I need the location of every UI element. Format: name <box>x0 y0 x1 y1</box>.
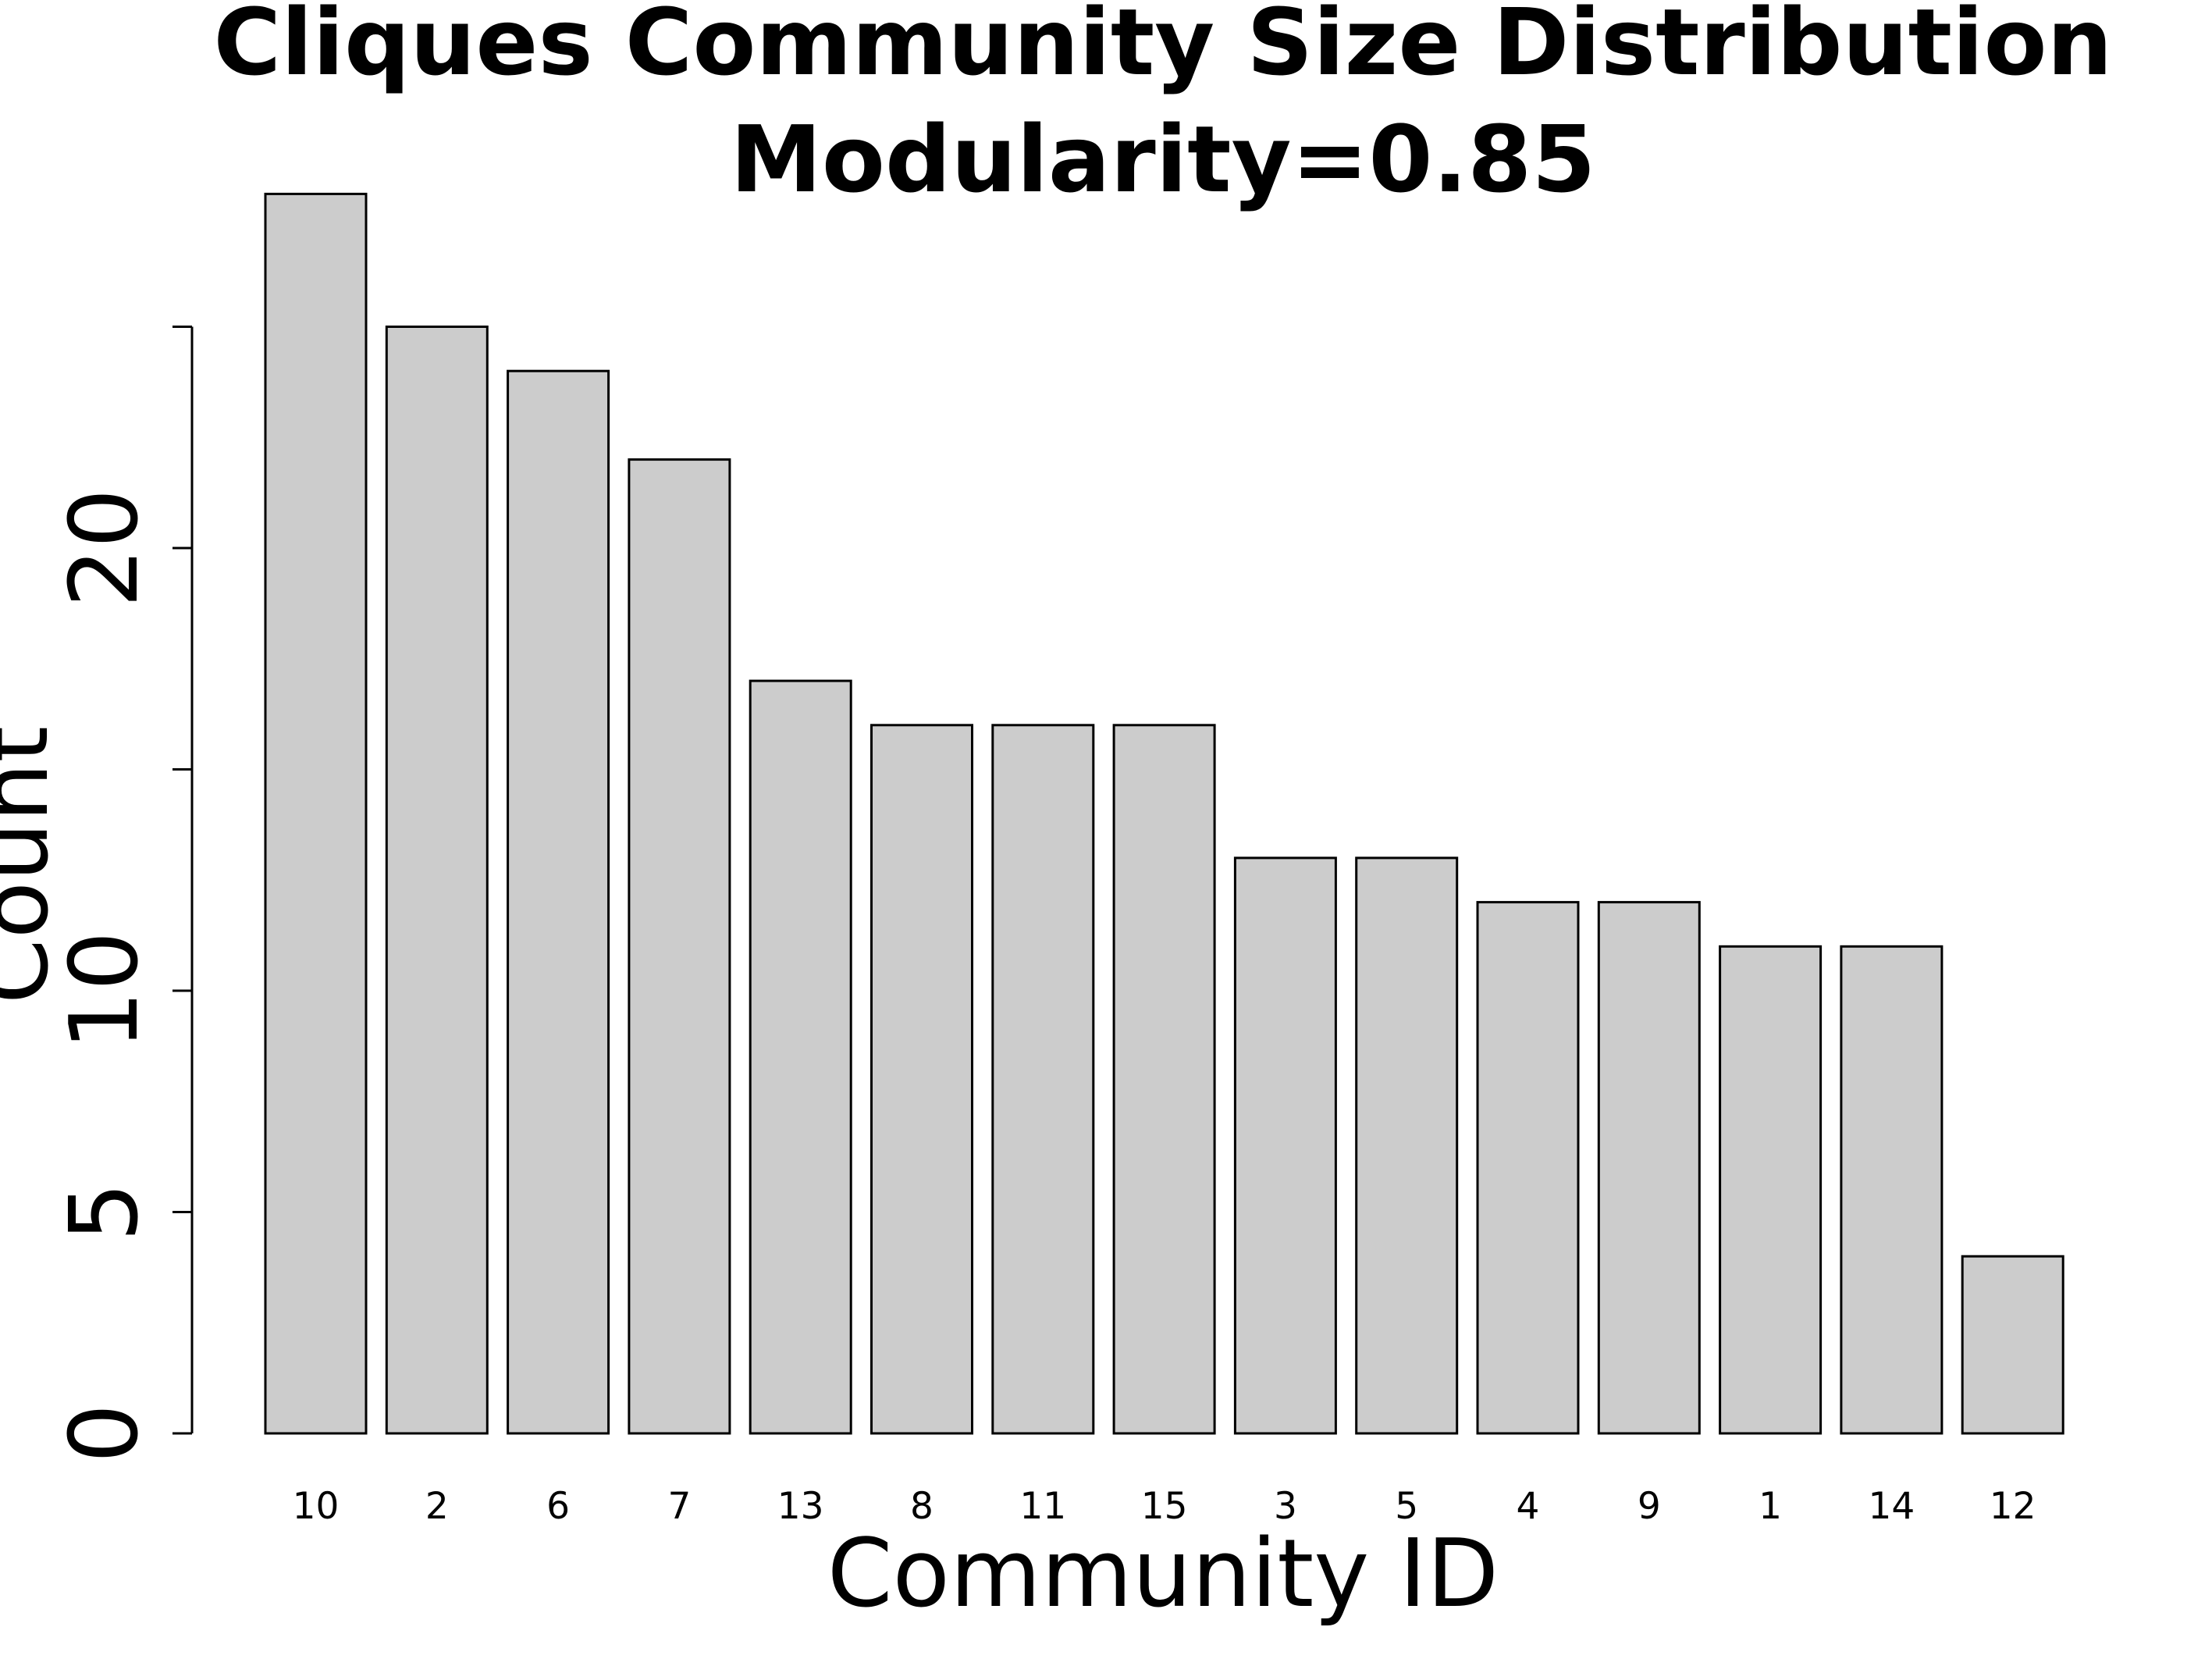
y-tick-label: 0 <box>51 1404 159 1463</box>
y-tick-label: 10 <box>51 931 159 1051</box>
chart-title: Cliques Community Size Distribution <box>213 0 2112 96</box>
x-tick-label: 7 <box>667 1485 691 1528</box>
bar-community-11 <box>991 724 1095 1435</box>
chart-subtitle: Modularity=0.85 <box>730 105 1595 213</box>
bar-community-5 <box>1355 856 1459 1435</box>
x-tick-label: 11 <box>1019 1485 1066 1528</box>
bar-community-14 <box>1840 945 1944 1435</box>
x-tick-label: 14 <box>1868 1485 1915 1528</box>
x-tick-label: 4 <box>1517 1485 1540 1528</box>
x-axis-label: Community ID <box>827 1520 1499 1629</box>
x-tick-label: 13 <box>777 1485 824 1528</box>
bar-community-3 <box>1233 856 1337 1435</box>
bars-group <box>264 192 2064 1435</box>
y-tick-label: 5 <box>51 1182 159 1241</box>
x-tick-label: 2 <box>425 1485 449 1528</box>
x-tick-label: 12 <box>1990 1485 2036 1528</box>
y-axis: 0 5 10 20 <box>51 326 194 1463</box>
x-tick-label: 3 <box>1274 1485 1297 1528</box>
x-tick-label: 6 <box>546 1485 570 1528</box>
bar-community-12 <box>1961 1255 2064 1435</box>
bar-community-10 <box>264 192 368 1435</box>
bar-community-1 <box>1719 945 1823 1435</box>
x-tick-label: 1 <box>1759 1485 1782 1528</box>
bar-community-15 <box>1112 724 1216 1435</box>
x-tick-label: 8 <box>910 1485 934 1528</box>
bar-community-4 <box>1476 901 1580 1435</box>
bar-community-13 <box>749 679 852 1435</box>
x-tick-label: 10 <box>293 1485 340 1528</box>
bar-community-2 <box>385 326 489 1435</box>
bar-community-8 <box>870 724 973 1435</box>
x-tick-label: 5 <box>1395 1485 1418 1528</box>
x-tick-label: 9 <box>1638 1485 1661 1528</box>
y-tick-label: 20 <box>51 489 159 608</box>
y-axis-label: Count <box>0 726 69 1004</box>
x-tick-labels: 10 2 6 7 13 8 11 15 3 5 4 9 1 14 12 <box>293 1485 2036 1528</box>
bar-community-7 <box>628 458 731 1435</box>
x-tick-label: 15 <box>1141 1485 1188 1528</box>
bar-community-9 <box>1597 901 1701 1435</box>
bar-community-6 <box>507 369 610 1435</box>
